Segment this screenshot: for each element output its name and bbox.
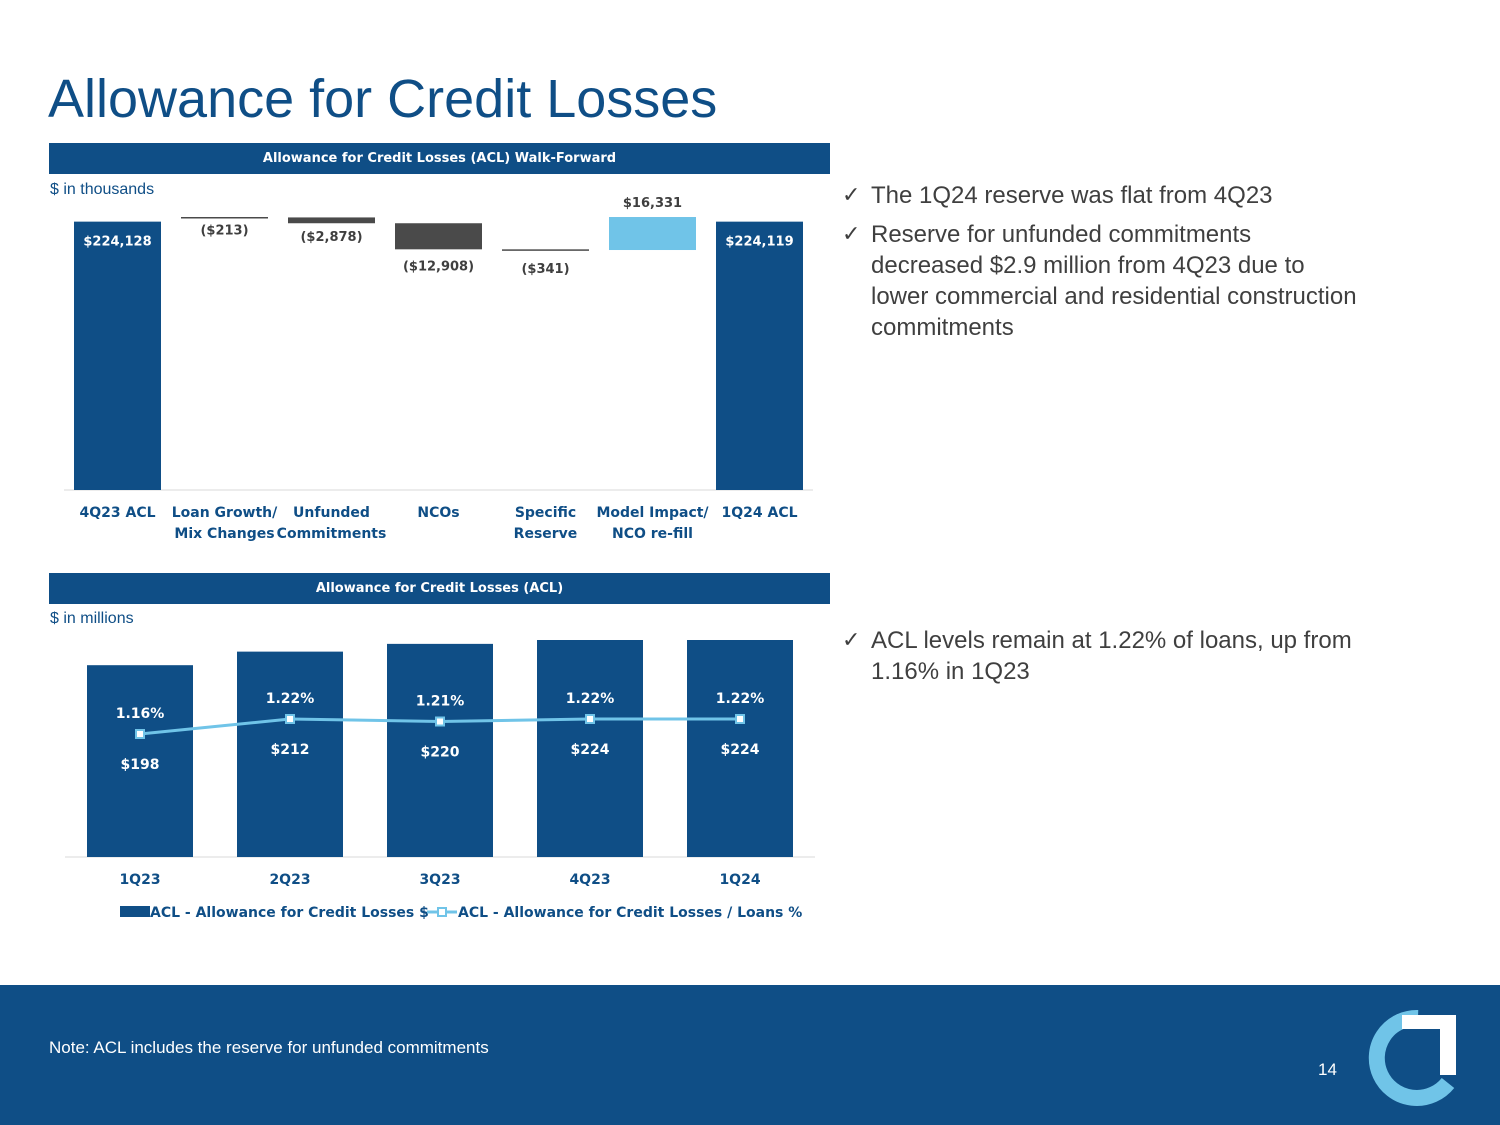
walk-forward-value-label: $224,128 xyxy=(83,235,151,250)
acl-bar xyxy=(537,640,643,857)
footer-background xyxy=(0,985,1500,1125)
bullets-bottom: ✓ ACL levels remain at 1.22% of loans, up… xyxy=(842,625,1362,695)
walk-forward-value-label: ($12,908) xyxy=(403,259,474,274)
page-number: 14 xyxy=(1318,1060,1337,1079)
walk-forward-value-label: ($2,878) xyxy=(300,230,362,245)
walk-forward-category-label: Unfunded xyxy=(293,505,370,521)
acl-header: Allowance for Credit Losses (ACL) xyxy=(49,573,830,604)
bullet-text: ACL levels remain at 1.22% of loans, up … xyxy=(871,627,1352,685)
walk-forward-bar xyxy=(74,221,161,490)
walk-forward-category-label: Mix Changes xyxy=(174,526,274,542)
walk-forward-value-label: ($213) xyxy=(200,224,248,239)
acl-category-label: 2Q23 xyxy=(269,872,310,888)
acl-ratio-label: 1.22% xyxy=(266,691,315,707)
acl-bar xyxy=(87,665,193,857)
walk-forward-value-label: $16,331 xyxy=(623,196,682,211)
bullet-item: ✓ The 1Q24 reserve was flat from 4Q23 xyxy=(842,180,1362,211)
bullet-item: ✓ ACL levels remain at 1.22% of loans, up… xyxy=(842,625,1362,687)
walk-forward-category-label: NCOs xyxy=(417,505,459,521)
walk-forward-category-label: Specific xyxy=(515,505,576,521)
walk-forward-bar xyxy=(502,249,589,251)
walk-forward-category-label: Reserve xyxy=(514,526,578,542)
acl-category-label: 1Q24 xyxy=(719,872,760,888)
acl-category-label: 4Q23 xyxy=(569,872,610,888)
walk-forward-category-label: Commitments xyxy=(277,526,387,542)
acl-ratio-label: 1.22% xyxy=(716,691,765,707)
company-logo-icon xyxy=(1368,1009,1456,1106)
checkmark-icon: ✓ xyxy=(842,222,861,247)
walk-forward-value-label: ($341) xyxy=(521,262,569,277)
acl-ratio-label: 1.16% xyxy=(116,706,165,722)
walk-forward-category-label: 4Q23 ACL xyxy=(79,505,155,521)
legend-bar-label: ACL - Allowance for Credit Losses $ xyxy=(150,905,429,921)
walk-forward-category-label: 1Q24 ACL xyxy=(721,505,797,521)
bullets-top: ✓ The 1Q24 reserve was flat from 4Q23 ✓ Res… xyxy=(842,180,1362,351)
bullet-text: Reserve for unfunded commitments decreas… xyxy=(871,221,1357,341)
walk-forward-bar xyxy=(288,217,375,224)
walk-forward-category-label: NCO re-fill xyxy=(612,526,693,542)
walk-forward-bar xyxy=(395,223,482,250)
footer-band xyxy=(0,985,1500,1125)
legend-line-marker xyxy=(437,907,447,917)
walk-forward-bar xyxy=(609,217,696,251)
walk-forward-bar xyxy=(716,221,803,491)
acl-bar xyxy=(387,643,493,857)
bullet-item: ✓ Reserve for unfunded commitments decrea… xyxy=(842,219,1362,343)
legend-line-label: ACL - Allowance for Credit Losses / Loan… xyxy=(458,905,802,921)
acl-bar-value-label: $224 xyxy=(721,742,760,758)
acl-ratio-marker xyxy=(435,716,445,727)
walk-forward-units: $ in thousands xyxy=(50,181,155,198)
acl-ratio-label: 1.22% xyxy=(566,691,615,707)
checkmark-icon: ✓ xyxy=(842,628,861,653)
acl-category-label: 1Q23 xyxy=(119,872,160,888)
acl-bar xyxy=(687,640,793,857)
acl-bar-value-label: $224 xyxy=(571,742,610,758)
legend-bar-swatch xyxy=(120,906,150,917)
acl-bar xyxy=(237,651,343,857)
acl-bar-value-label: $220 xyxy=(421,745,460,761)
walk-forward-bar xyxy=(181,217,268,219)
acl-category-label: 3Q23 xyxy=(419,872,460,888)
walk-forward-category-label: Model Impact/ xyxy=(596,505,709,521)
walk-forward-header: Allowance for Credit Losses (ACL) Walk-F… xyxy=(49,143,830,174)
acl-bar-value-label: $212 xyxy=(271,742,310,758)
acl-ratio-label: 1.21% xyxy=(416,694,465,710)
page-title: Allowance for Credit Losses xyxy=(48,69,718,129)
walk-forward-category-label: Loan Growth/ xyxy=(172,505,278,521)
acl-ratio-marker xyxy=(135,729,145,739)
charts-canvas: $224,128 4Q23 ACL ($213) Loan Growth/Mix Ch… xyxy=(64,196,815,921)
bullet-text: The 1Q24 reserve was flat from 4Q23 xyxy=(871,182,1273,209)
footnote: Note: ACL includes the reserve for unfun… xyxy=(49,1038,489,1057)
acl-ratio-marker xyxy=(285,714,295,724)
acl-units: $ in millions xyxy=(50,610,134,627)
acl-bar-value-label: $198 xyxy=(121,757,160,773)
acl-ratio-marker xyxy=(735,714,745,724)
walk-forward-value-label: $224,119 xyxy=(725,235,793,250)
acl-ratio-marker xyxy=(585,714,595,724)
checkmark-icon: ✓ xyxy=(842,183,861,208)
